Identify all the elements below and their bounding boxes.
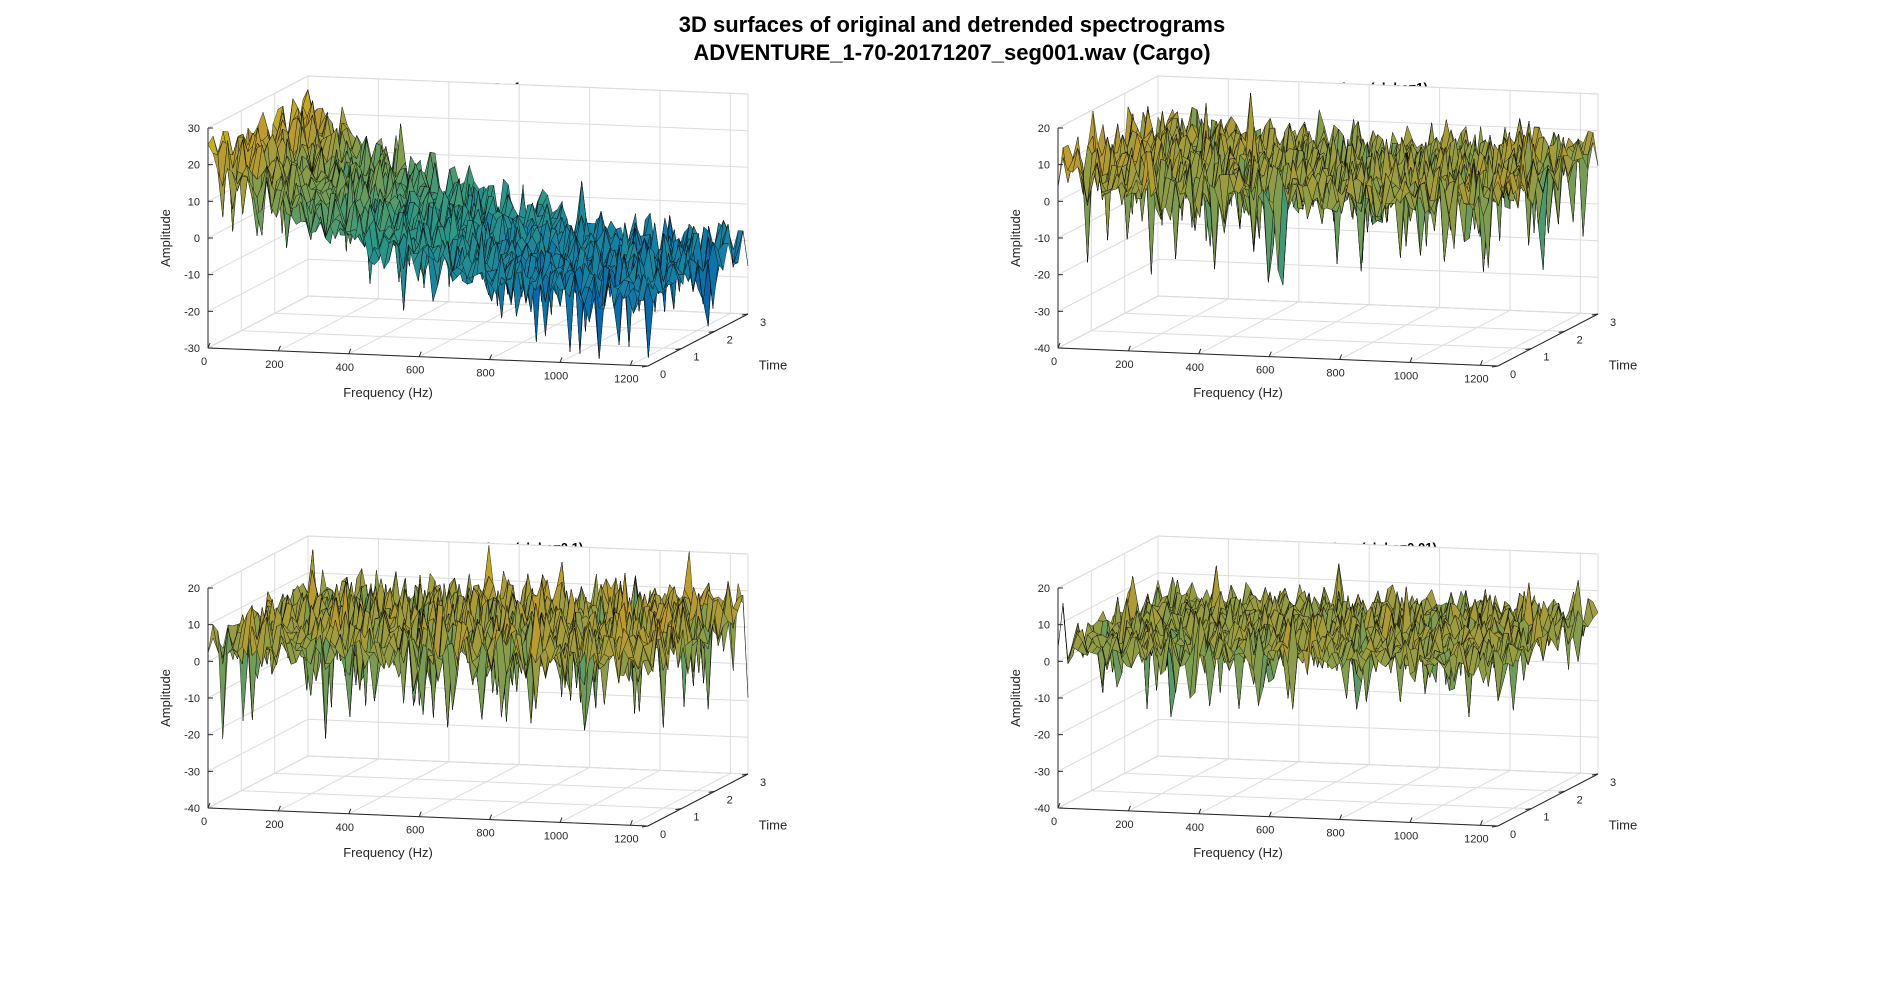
z-tick-label: -30 [1034, 306, 1050, 318]
x-tick [1409, 357, 1413, 363]
x-tick-label: 600 [1256, 365, 1274, 377]
x-tick-label: 800 [476, 368, 494, 380]
x-tick [207, 342, 211, 349]
x-axis-label: Frequency (Hz) [343, 385, 433, 400]
x-axis-line [207, 347, 649, 367]
y-tick [741, 313, 749, 316]
x-tick-label: 0 [201, 356, 207, 368]
x-tick [277, 345, 281, 352]
surface-patch [1492, 170, 1504, 195]
z-tick-label: 0 [1044, 196, 1050, 208]
axis-lines: -30 -20 -10 0 10 20 30 0 200 400 600 800 1000 1200 0 1 2… [184, 123, 766, 385]
y-axis-label: Time [759, 357, 787, 372]
z-tick-label: -20 [1034, 270, 1050, 282]
x-tick-label: 200 [265, 359, 283, 371]
x-tick [1268, 351, 1272, 357]
x-tick-label: 1000 [544, 370, 568, 382]
surface-mesh [1057, 93, 1599, 286]
y-tick-label: 1 [693, 352, 699, 364]
subplot-original-surface: Original 3D Surface-30-20-10010203002004… [158, 75, 787, 400]
subplot-detrended-alpha-0-1: Detrended 3D surface (alpha=0.1)-40-30-2… [158, 535, 787, 860]
y-tick [1591, 313, 1599, 316]
y-tick-label: 2 [727, 334, 733, 346]
x-tick [1057, 342, 1061, 349]
x-tick-label: 1200 [1464, 373, 1488, 385]
y-tick-label: 2 [1577, 334, 1583, 346]
y-tick [641, 365, 649, 368]
x-tick-label: 800 [1326, 368, 1344, 380]
x-tick [489, 354, 493, 360]
y-tick [1558, 330, 1565, 333]
z-tick-label: -40 [1034, 343, 1050, 355]
x-tick-label: 1200 [614, 373, 638, 385]
x-tick [348, 348, 352, 354]
surface-mesh [207, 89, 749, 360]
z-tick-label: 20 [188, 160, 200, 172]
y-tick [1491, 365, 1499, 368]
y-tick [675, 348, 682, 351]
z-tick-label: 10 [1038, 160, 1050, 172]
z-tick-label: 30 [188, 123, 200, 135]
x-tick [418, 351, 422, 357]
x-axis-line [1057, 347, 1499, 367]
x-tick [1127, 345, 1131, 352]
z-tick-label: 0 [194, 233, 200, 245]
x-tick-label: 1000 [1394, 370, 1418, 382]
z-tick-label: -10 [1034, 233, 1050, 245]
y-axis-line [1497, 313, 1599, 367]
z-axis-label: Amplitude [1008, 209, 1023, 267]
surface-mesh [207, 545, 749, 739]
z-tick-label: 20 [1038, 123, 1050, 135]
figure-subtitle: ADVENTURE_1-70-20171207_seg001.wav (Carg… [693, 40, 1211, 65]
axes-box [1056, 75, 1600, 367]
x-tick [1198, 348, 1202, 354]
z-tick-label: -10 [184, 270, 200, 282]
x-tick [629, 360, 633, 366]
x-tick-label: 0 [1051, 356, 1057, 368]
y-tick-label: 0 [1510, 369, 1516, 381]
y-axis-label: Time [1609, 357, 1637, 372]
y-tick [1525, 348, 1532, 351]
x-tick-label: 200 [1115, 359, 1133, 371]
subplot-detrended-alpha-1: Detrended 3D surface (alpha=1)-40-30-20-… [1008, 75, 1637, 400]
y-tick [708, 330, 715, 333]
x-tick-label: 400 [336, 362, 354, 374]
x-tick [1479, 360, 1483, 366]
z-tick-label: 10 [188, 196, 200, 208]
y-axis-line [647, 313, 749, 367]
x-tick [1339, 354, 1343, 360]
z-tick-label: -20 [184, 306, 200, 318]
figure-title: 3D surfaces of original and detrended sp… [678, 12, 1226, 37]
y-tick-label: 3 [760, 317, 766, 329]
y-tick-label: 3 [1610, 317, 1616, 329]
x-tick [559, 357, 563, 363]
x-tick-label: 400 [1186, 362, 1204, 374]
y-tick-label: 1 [1543, 352, 1549, 364]
x-tick-label: 600 [406, 365, 424, 377]
y-tick-label: 0 [660, 369, 666, 381]
z-axis-label: Amplitude [158, 209, 173, 267]
surface-patch [642, 276, 654, 301]
x-axis-label: Frequency (Hz) [1193, 385, 1283, 400]
z-tick-label: -30 [184, 343, 200, 355]
